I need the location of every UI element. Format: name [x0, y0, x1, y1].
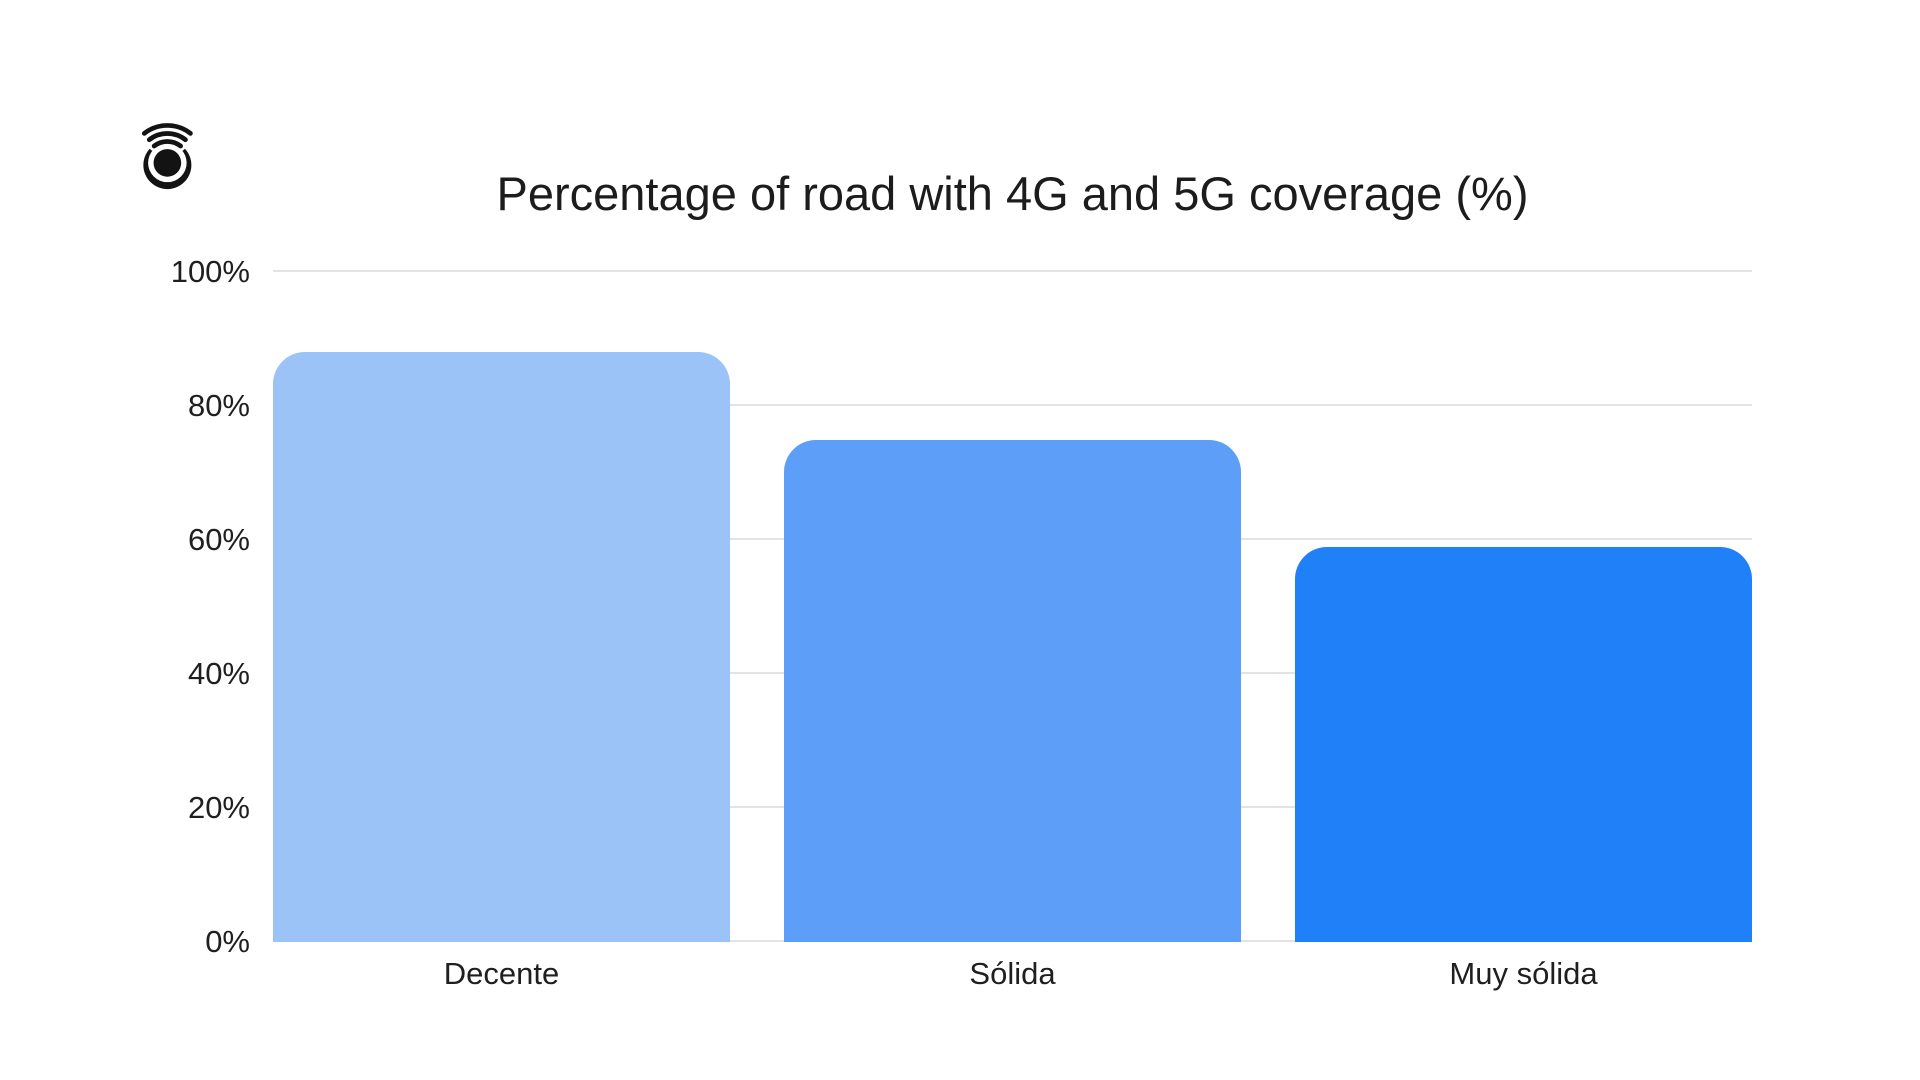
y-tick-label-40: 40% [187, 656, 250, 691]
category-labels: Decente Sólida Muy sólida [273, 956, 1752, 992]
bar-muy-solida [1295, 546, 1752, 942]
signal-logo [131, 96, 211, 208]
y-tick-label-20: 20% [187, 790, 250, 825]
category-label-decente: Decente [443, 956, 560, 991]
y-tick-label-100: 100% [170, 254, 250, 289]
bar-decente [273, 352, 730, 942]
plot-area: 0% 20% 40% 60% 80% 100% [171, 254, 1752, 959]
gridline-100 [273, 270, 1752, 272]
gridline-80 [273, 404, 1752, 406]
bars-layer [273, 272, 1752, 942]
bar-solida [784, 439, 1241, 942]
category-label-solida: Sólida [969, 956, 1056, 991]
y-tick-label-60: 60% [187, 522, 250, 557]
y-tick-label-0: 0% [205, 924, 250, 959]
category-label-muy-solida: Muy sólida [1449, 956, 1598, 991]
signal-logo-icon [141, 123, 193, 190]
chart-title: Percentage of road with 4G and 5G covera… [496, 167, 1529, 220]
y-tick-label-80: 80% [187, 388, 250, 423]
